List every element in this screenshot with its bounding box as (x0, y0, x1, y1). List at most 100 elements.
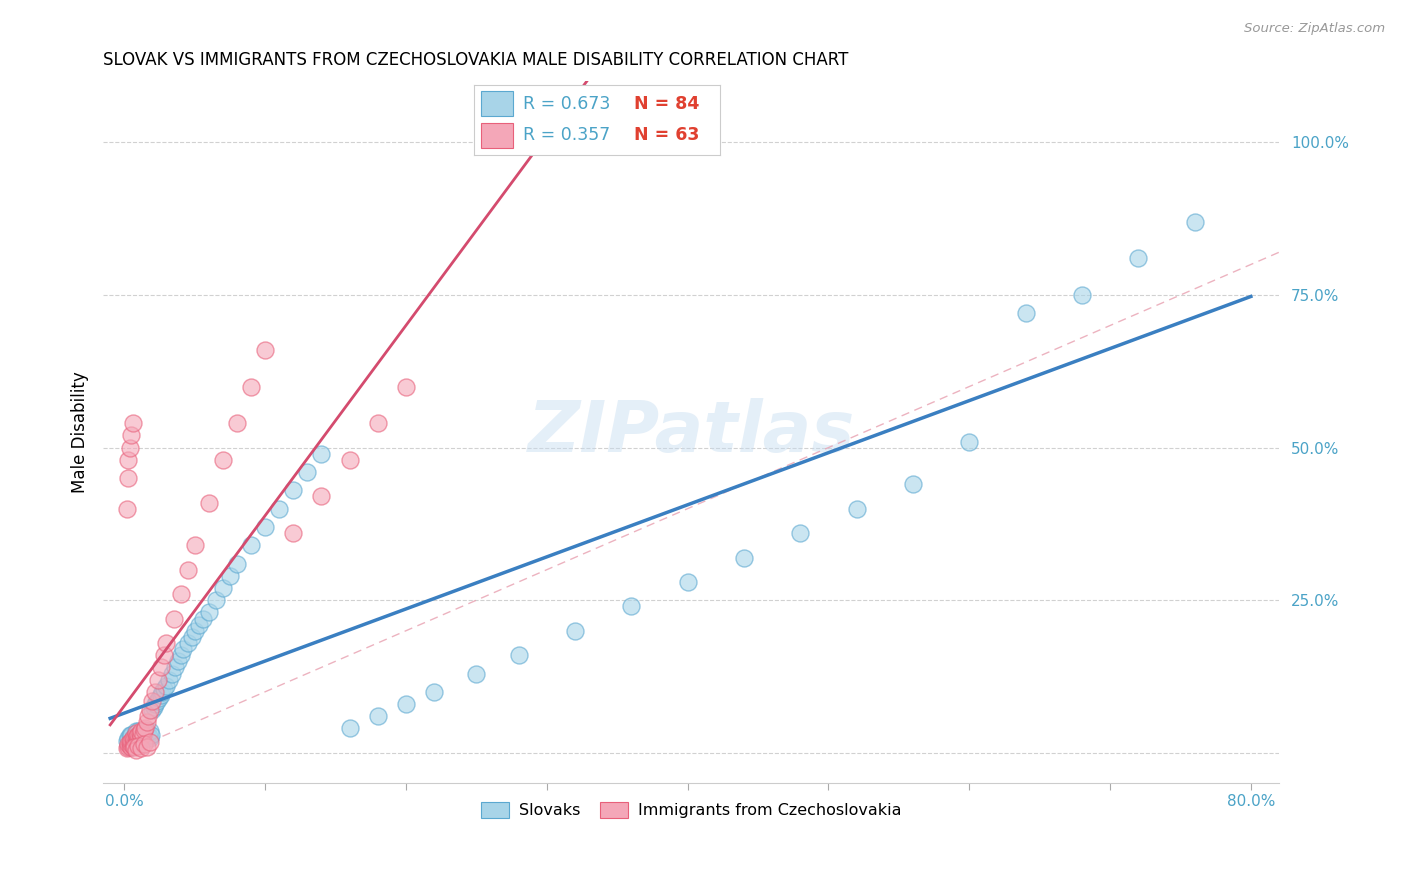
Point (118, 441, 141, 455)
Point (115, 741, 138, 756)
Point (132, 726, 155, 740)
Point (122, 732, 145, 747)
Point (139, 727, 162, 741)
Point (211, 581, 233, 595)
Point (789, 526, 811, 541)
Point (957, 434, 980, 449)
Point (204, 593, 226, 607)
Point (176, 563, 198, 577)
Point (127, 724, 149, 739)
Point (135, 731, 157, 745)
Point (339, 722, 361, 736)
Point (129, 727, 152, 741)
Point (141, 694, 163, 708)
Point (124, 731, 146, 745)
Point (297, 465, 319, 479)
Point (124, 729, 146, 743)
Point (339, 453, 361, 467)
Point (132, 723, 155, 737)
Point (120, 733, 142, 747)
Point (115, 733, 138, 747)
Point (138, 731, 160, 745)
Point (150, 685, 173, 699)
Point (115, 501, 138, 516)
Point (121, 737, 143, 751)
Point (226, 557, 249, 571)
Point (135, 715, 157, 730)
Point (283, 483, 305, 498)
Point (120, 739, 142, 754)
Point (129, 729, 152, 743)
Point (142, 700, 165, 714)
Point (149, 660, 172, 674)
Point (676, 574, 699, 589)
Point (134, 722, 156, 736)
Point (124, 735, 146, 749)
Point (143, 697, 166, 711)
Text: ZIPatlas: ZIPatlas (527, 398, 855, 467)
Point (254, 520, 277, 534)
Point (141, 703, 163, 717)
Point (155, 679, 177, 693)
Point (135, 724, 157, 739)
Point (122, 732, 145, 747)
Point (155, 636, 177, 650)
Point (132, 732, 155, 747)
Point (176, 636, 198, 650)
Point (138, 703, 160, 717)
Point (120, 733, 142, 747)
Point (465, 666, 488, 681)
Point (125, 729, 148, 743)
Point (128, 726, 150, 740)
Point (124, 735, 146, 749)
Point (122, 737, 145, 751)
Point (127, 739, 149, 753)
Point (157, 673, 180, 687)
Point (1014, 306, 1036, 320)
Point (152, 681, 174, 696)
Point (166, 654, 188, 668)
Point (1128, 252, 1150, 266)
Point (127, 731, 149, 745)
Point (197, 495, 219, 509)
Point (191, 611, 214, 625)
Point (564, 624, 586, 638)
Point (118, 735, 141, 749)
Point (197, 606, 219, 620)
Point (311, 447, 333, 461)
Point (131, 724, 153, 739)
Point (218, 569, 240, 583)
Point (138, 735, 160, 749)
Text: 0.0%: 0.0% (105, 795, 143, 809)
Point (128, 732, 150, 747)
Point (125, 727, 148, 741)
Point (620, 599, 643, 614)
Point (169, 648, 191, 663)
Point (138, 724, 160, 739)
Point (124, 743, 146, 757)
Point (121, 739, 143, 753)
Point (423, 685, 446, 699)
Point (131, 731, 153, 745)
Point (132, 737, 155, 751)
Point (121, 731, 143, 745)
Point (136, 727, 159, 741)
Point (136, 709, 159, 723)
Text: Source: ZipAtlas.com: Source: ZipAtlas.com (1244, 22, 1385, 36)
Point (240, 538, 263, 552)
Point (901, 477, 924, 491)
Point (122, 739, 145, 753)
Point (146, 673, 169, 687)
Point (240, 379, 263, 393)
Point (311, 490, 333, 504)
Point (125, 733, 148, 747)
Point (117, 471, 139, 485)
Point (143, 685, 166, 699)
Point (145, 694, 167, 708)
Point (128, 731, 150, 745)
Legend: Slovaks, Immigrants from Czechoslovakia: Slovaks, Immigrants from Czechoslovakia (474, 795, 908, 824)
Point (187, 617, 209, 632)
Point (152, 648, 174, 663)
Point (118, 727, 141, 741)
Point (183, 538, 205, 552)
